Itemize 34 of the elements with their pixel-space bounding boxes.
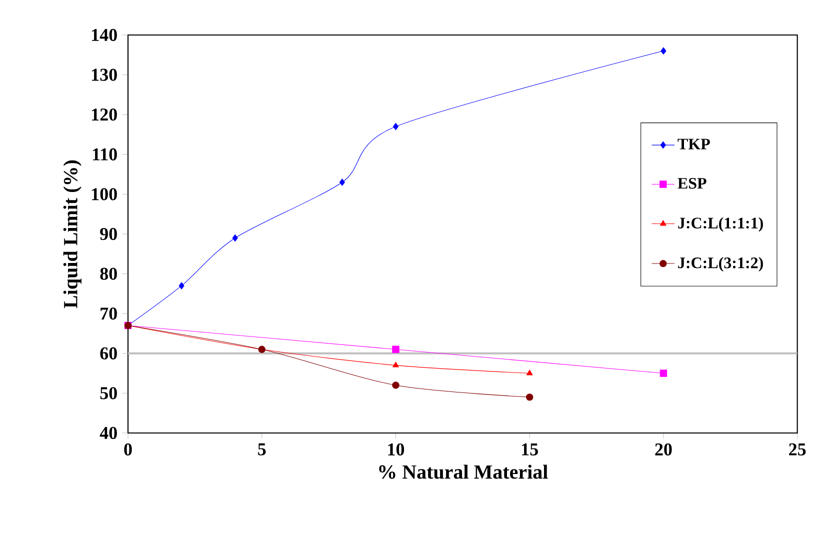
point [339,178,345,186]
point [660,370,668,377]
legend-label: ESP [678,178,706,189]
point [526,394,534,401]
x-axis-title: % Natural Material [379,464,548,479]
y-tick-label: 110 [93,148,117,160]
x-tick-label: 5 [258,443,266,456]
y-tick-label: 60 [100,347,117,360]
point [392,362,399,368]
y-tick-label: 70 [100,308,117,320]
y-tick-label: 40 [100,426,117,440]
y-tick-label: 50 [100,387,117,400]
point [660,47,666,55]
y-tick-label: 140 [92,28,117,42]
y-tick-label: 80 [100,268,117,280]
legend-label: J:C:L(3:1:2) [678,256,763,272]
point [232,234,238,242]
y-tick-label: 100 [92,188,117,200]
y-tick-label: 130 [92,68,117,81]
point [178,282,184,290]
point [392,346,400,354]
point [392,382,400,389]
x-tick-label: 15 [522,443,538,456]
legend-label: TKP [678,138,710,150]
x-tick-label: 25 [789,443,806,456]
x-tick-label: 0 [124,443,132,456]
x-tick-label: 20 [655,443,672,456]
y-axis-title: Liquid Limit (%) [63,160,82,308]
legend-label: J:C:L(1:1:1) [678,217,763,232]
point [526,370,533,376]
y-tick-label: 90 [100,228,117,240]
x-tick-label: 10 [388,443,404,456]
y-tick-label: 120 [92,108,117,121]
point [392,122,399,130]
